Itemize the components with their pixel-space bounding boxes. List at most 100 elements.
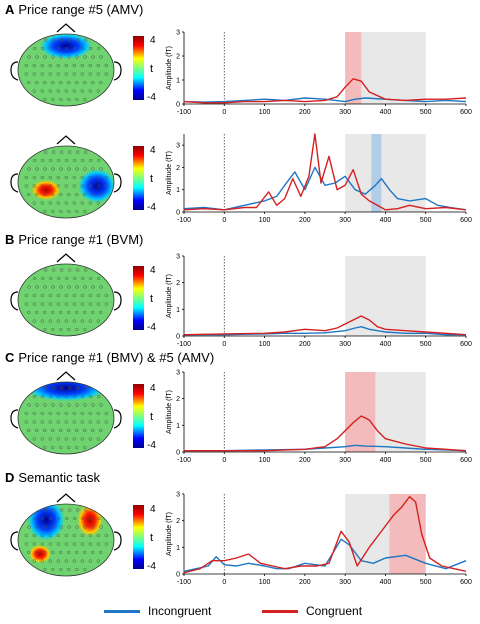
- y-axis-label: Amplitude (fT): [166, 274, 173, 318]
- sensor-dot: [88, 437, 92, 441]
- sensor-dot: [75, 327, 79, 332]
- legend-swatch-incongruent: [104, 609, 140, 613]
- sensor-dot: [59, 445, 63, 450]
- y-tick-label: 3: [176, 254, 180, 261]
- sensor-dot: [96, 411, 100, 416]
- sensor-dot: [72, 72, 76, 76]
- sensor-dot: [64, 420, 68, 424]
- sensor-dot: [67, 55, 71, 59]
- x-tick-label: 400: [380, 579, 392, 586]
- sensor-dot: [81, 516, 85, 521]
- sensor-dot: [40, 533, 44, 538]
- sensor-dot: [65, 516, 69, 521]
- sensor-dot: [44, 268, 48, 272]
- right-ear: [113, 409, 122, 429]
- sensor-dot: [80, 420, 84, 424]
- sensor-dot: [51, 428, 55, 433]
- analysis-window: [345, 256, 426, 336]
- sensor-dot: [59, 97, 63, 102]
- x-tick-label: 0: [222, 217, 226, 224]
- sensor-dot: [51, 209, 55, 214]
- activation-blob: [22, 382, 110, 402]
- sensor-dot: [43, 428, 47, 433]
- sensor-dot: [40, 411, 44, 416]
- y-tick-label: 0: [176, 334, 180, 341]
- sensor-dot: [48, 89, 52, 93]
- sensor-dot: [83, 550, 87, 555]
- sensor-dot: [24, 184, 28, 188]
- significant-window: [345, 32, 362, 104]
- sensor-dot: [67, 525, 71, 529]
- sensor-dot: [99, 310, 103, 315]
- sensor-dot: [88, 542, 92, 546]
- sensor-dot: [96, 89, 100, 93]
- sensor-dot: [43, 209, 47, 214]
- colorbar-symbol: t: [150, 411, 153, 423]
- colorbar-min-label: -4: [147, 322, 156, 333]
- sensor-dot: [96, 533, 100, 538]
- significant-window: [345, 372, 376, 452]
- sensor-dot: [52, 268, 56, 272]
- nose-mark: [56, 371, 76, 381]
- y-tick-label: 2: [176, 54, 180, 61]
- sensor-dot: [43, 80, 47, 85]
- sensor-dot: [83, 285, 87, 289]
- colorbar: 4 t -4: [133, 383, 156, 451]
- legend: Incongruent Congruent: [0, 604, 480, 624]
- congruent-line: [183, 133, 467, 211]
- sensor-dot: [88, 533, 92, 538]
- sensor-dot: [96, 542, 100, 546]
- colorbar: 4 t -4: [133, 35, 156, 103]
- sensor-dot: [24, 411, 28, 416]
- sensor-dot: [43, 445, 47, 450]
- panel-b-title: B Price range #1 (BVM): [5, 232, 144, 247]
- sensor-dot: [84, 508, 88, 512]
- sensor-dot: [64, 72, 68, 76]
- colorbar-symbol: t: [150, 293, 153, 305]
- incongruent-line: [183, 538, 467, 572]
- sensor-dot: [83, 525, 87, 529]
- sensor-dot: [75, 80, 79, 85]
- right-ear: [113, 531, 122, 551]
- x-tick-label: 300: [339, 109, 351, 116]
- sensor-dot: [91, 167, 95, 171]
- colorbar: 4 t -4: [133, 145, 156, 213]
- sensor-dot: [80, 437, 84, 441]
- x-tick-label: 0: [222, 579, 226, 586]
- sensor-dot: [88, 319, 92, 323]
- activation-blob: [30, 179, 62, 201]
- sensor-dot: [99, 285, 103, 289]
- x-tick-label: 100: [259, 109, 271, 116]
- sensor-dot: [59, 209, 63, 214]
- y-tick-label: 3: [176, 30, 180, 37]
- sensor-dot: [48, 63, 52, 68]
- sensor-dot: [51, 550, 55, 555]
- legend-label-congruent: Congruent: [306, 604, 363, 618]
- sensor-dot: [73, 394, 77, 399]
- sensor-dot: [52, 150, 56, 154]
- sensor-dot: [40, 420, 44, 424]
- panel-a-title: A Price range #5 (AMV): [5, 2, 144, 17]
- sensor-dot: [60, 508, 64, 512]
- sensor-dot: [80, 319, 84, 323]
- sensor-dot: [48, 184, 52, 188]
- sensor-dot: [76, 386, 80, 390]
- sensor-dot: [72, 293, 76, 298]
- sensor-dot: [56, 420, 60, 424]
- sensor-dot: [88, 201, 92, 205]
- sensor-dot: [67, 192, 71, 197]
- sensor-dot: [83, 445, 87, 450]
- sensor-dot: [24, 72, 28, 76]
- sensor-dot: [57, 276, 61, 281]
- legend-swatch-congruent: [262, 609, 298, 613]
- sensor-dot: [80, 542, 84, 546]
- figure-canvas: 4t-44t-44t-44t-44t-4 -100 0 100 200 300 400 50…: [10, 23, 472, 587]
- x-tick-label: -100: [177, 109, 191, 116]
- scalp-outline: [17, 381, 115, 455]
- sensor-dot: [72, 89, 76, 93]
- sensor-dot: [89, 46, 93, 51]
- sensor-dot: [76, 508, 80, 512]
- sensor-dot: [40, 72, 44, 76]
- sensor-dot: [83, 80, 87, 85]
